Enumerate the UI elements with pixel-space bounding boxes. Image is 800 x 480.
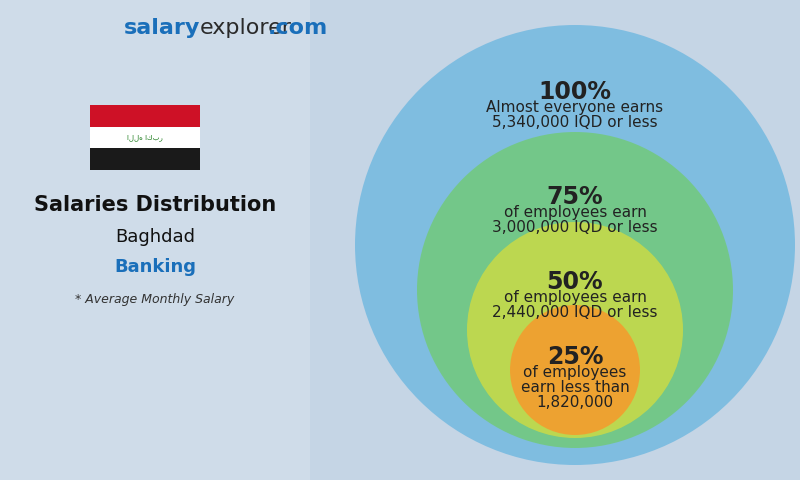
Text: of employees: of employees bbox=[523, 364, 626, 380]
Text: Banking: Banking bbox=[114, 258, 196, 276]
Ellipse shape bbox=[417, 132, 733, 448]
Text: Baghdad: Baghdad bbox=[115, 228, 195, 246]
Text: 100%: 100% bbox=[538, 80, 611, 104]
Text: Salaries Distribution: Salaries Distribution bbox=[34, 195, 276, 215]
Text: Almost everyone earns: Almost everyone earns bbox=[486, 99, 663, 115]
Text: .com: .com bbox=[268, 18, 328, 38]
Text: of employees earn: of employees earn bbox=[503, 204, 646, 219]
Bar bbox=[90, 148, 200, 170]
Text: 3,000,000 IQD or less: 3,000,000 IQD or less bbox=[492, 220, 658, 235]
Ellipse shape bbox=[467, 222, 683, 438]
Text: earn less than: earn less than bbox=[521, 380, 630, 395]
Text: 5,340,000 IQD or less: 5,340,000 IQD or less bbox=[492, 115, 658, 130]
Text: explorer: explorer bbox=[200, 18, 292, 38]
Text: 25%: 25% bbox=[546, 345, 603, 369]
Bar bbox=[90, 105, 200, 127]
Text: salary: salary bbox=[124, 18, 200, 38]
Ellipse shape bbox=[510, 305, 640, 435]
Text: الله اكبر: الله اكبر bbox=[127, 134, 163, 141]
Text: 1,820,000: 1,820,000 bbox=[537, 396, 614, 410]
Text: 2,440,000 IQD or less: 2,440,000 IQD or less bbox=[492, 305, 658, 320]
Bar bbox=[0, 0, 310, 480]
Ellipse shape bbox=[355, 25, 795, 465]
Text: 50%: 50% bbox=[546, 270, 603, 294]
Text: * Average Monthly Salary: * Average Monthly Salary bbox=[75, 293, 234, 306]
Text: 75%: 75% bbox=[546, 185, 603, 209]
Bar bbox=[90, 127, 200, 148]
Text: of employees earn: of employees earn bbox=[503, 289, 646, 304]
